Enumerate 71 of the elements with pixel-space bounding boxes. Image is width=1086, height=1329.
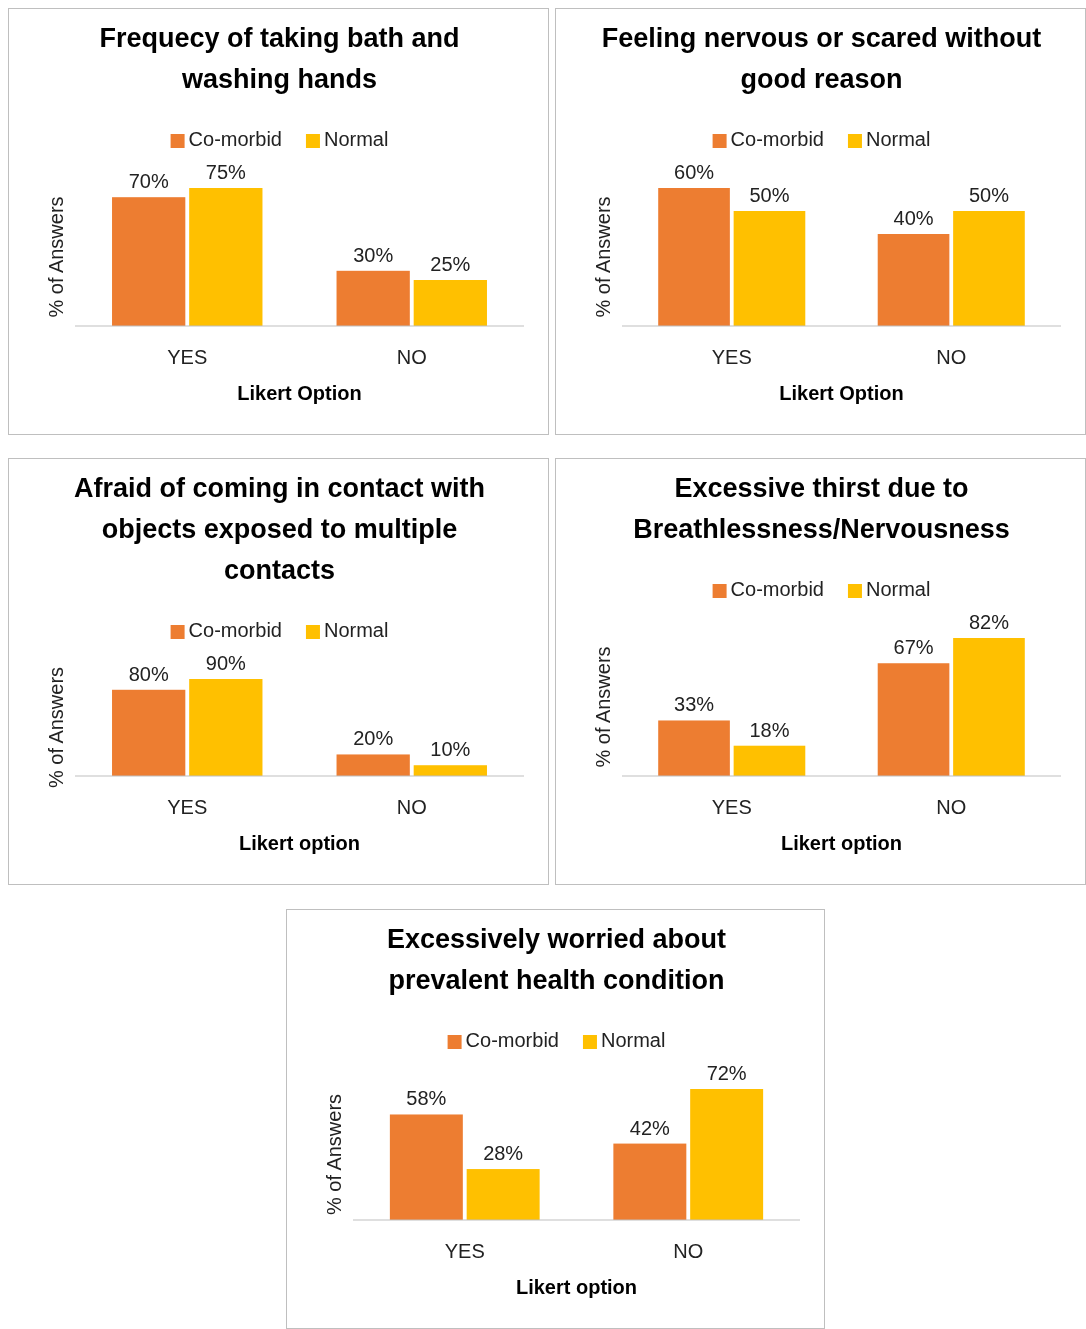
bar: [189, 679, 263, 776]
bar: [466, 1169, 540, 1220]
data-label: 72%: [706, 1062, 747, 1084]
x-tick-label: NO: [936, 346, 967, 368]
bar: [877, 663, 950, 776]
y-axis-title: % of Answers: [592, 646, 614, 768]
legend-label: Normal: [865, 578, 931, 600]
data-label: 58%: [406, 1087, 447, 1110]
bar: [413, 280, 487, 326]
data-label: 28%: [483, 1142, 524, 1165]
x-axis-title: Likert Option: [237, 382, 362, 404]
y-axis-title: % of Answers: [45, 666, 67, 789]
data-label: 18%: [749, 718, 790, 741]
x-tick-label: YES: [444, 1240, 485, 1262]
bar: [690, 1089, 764, 1220]
bar: [189, 188, 263, 326]
legend-label: Normal: [323, 619, 389, 641]
data-label: 50%: [749, 184, 790, 206]
data-label: 75%: [205, 161, 247, 183]
bar: [112, 197, 186, 326]
data-label: 10%: [430, 738, 471, 761]
x-tick-label: YES: [711, 346, 752, 368]
legend-label: Normal: [865, 128, 931, 150]
x-tick-label: YES: [711, 796, 752, 818]
legend-label: Co-morbid: [730, 578, 824, 600]
data-label: 25%: [430, 253, 471, 275]
y-axis-title: % of Answers: [45, 196, 67, 318]
data-label: 82%: [968, 611, 1010, 633]
chart-title: Excessively worried about prevalent health condition: [386, 924, 727, 995]
legend-label: Normal: [600, 1029, 666, 1051]
x-tick-label: YES: [167, 346, 208, 368]
bar: [389, 1114, 463, 1220]
bar: [112, 689, 186, 776]
chart-title: Feeling nervous or scared without good reason: [601, 23, 1042, 94]
data-label: 50%: [968, 184, 1010, 206]
x-axis-title: Likert Option: [779, 382, 904, 404]
x-tick-label: NO: [673, 1240, 704, 1262]
legend-label: Normal: [323, 128, 389, 150]
x-tick-label: NO: [396, 796, 427, 818]
data-label: 90%: [205, 652, 247, 674]
x-axis-title: Likert option: [780, 832, 903, 854]
bar: [613, 1143, 687, 1220]
bar: [658, 720, 730, 776]
x-tick-label: NO: [396, 346, 427, 368]
x-axis-title: Likert option: [238, 832, 361, 854]
legend-label: Co-morbid: [465, 1029, 559, 1051]
bar: [336, 270, 410, 326]
data-label: 80%: [128, 662, 169, 685]
legend-label: Co-morbid: [188, 128, 282, 150]
legend-label: Co-morbid: [730, 128, 824, 150]
x-axis-title: Likert option: [515, 1276, 638, 1298]
bar: [953, 638, 1025, 776]
data-label: 33%: [674, 693, 715, 716]
chart-title: Frequecy of taking bath and washing hands: [99, 23, 460, 94]
bar: [733, 745, 806, 776]
x-tick-label: YES: [167, 796, 208, 818]
data-label: 40%: [893, 207, 934, 229]
bar: [413, 765, 487, 776]
chart-title: Afraid of coming in contact with objects exposed to multiple contacts: [74, 473, 485, 585]
data-label: 67%: [893, 636, 934, 659]
legend-label: Co-morbid: [188, 619, 282, 641]
data-label: 70%: [128, 170, 169, 193]
chart-title: Excessive thirst due to Breathlessness/Nervousness: [633, 473, 1010, 544]
x-tick-label: NO: [936, 796, 967, 818]
bar: [336, 754, 410, 776]
data-label: 42%: [629, 1116, 671, 1139]
data-label: 30%: [353, 243, 394, 266]
y-axis-title: % of Answers: [592, 196, 614, 318]
y-axis-title: % of Answers: [323, 1093, 345, 1216]
data-label: 20%: [353, 727, 394, 750]
data-label: 60%: [674, 161, 715, 183]
